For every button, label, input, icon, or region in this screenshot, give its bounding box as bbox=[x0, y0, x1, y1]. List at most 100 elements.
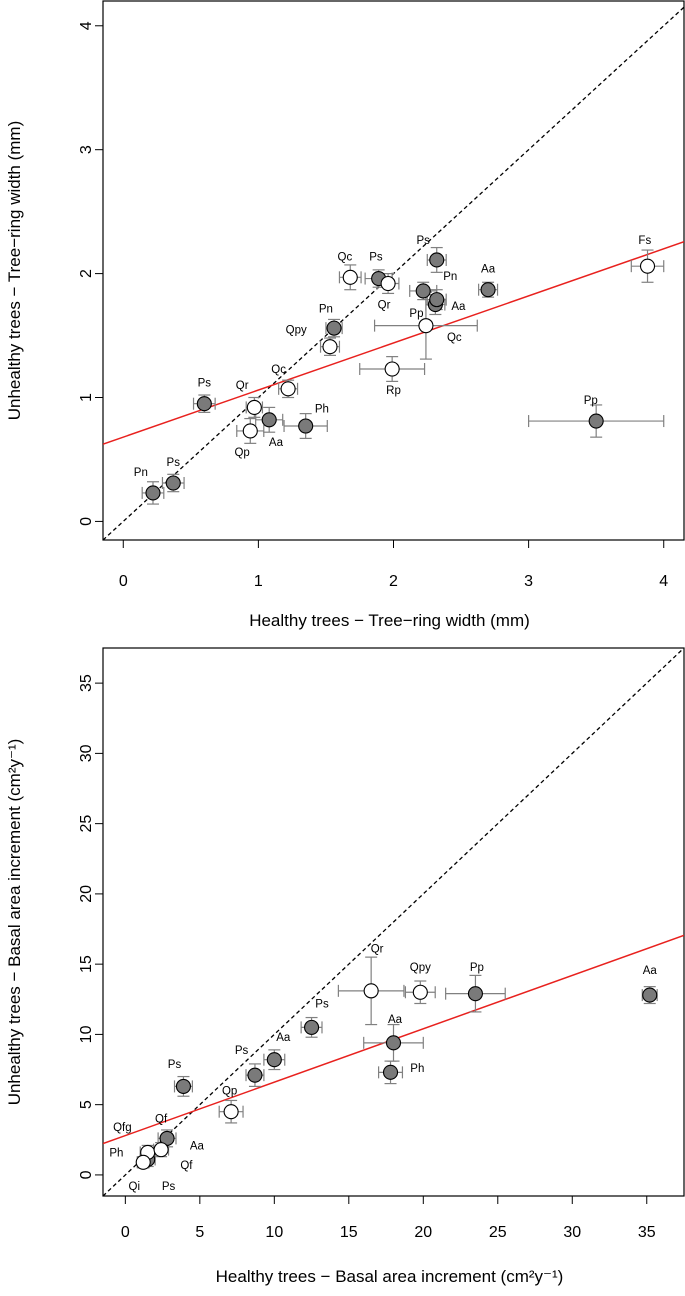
data-point bbox=[418, 318, 434, 334]
point-label: Qpy bbox=[410, 962, 431, 974]
x-tick-label: 35 bbox=[638, 1224, 656, 1241]
point-label: Pp bbox=[409, 308, 423, 320]
x-tick-label: 30 bbox=[563, 1224, 581, 1241]
x-tick-label: 5 bbox=[195, 1224, 204, 1241]
data-point bbox=[380, 275, 396, 292]
point-label: Pn bbox=[319, 303, 333, 315]
data-point bbox=[153, 1142, 169, 1158]
data-point bbox=[298, 418, 314, 434]
data-point bbox=[326, 320, 342, 336]
point-label: Ph bbox=[410, 1063, 424, 1075]
data-point bbox=[412, 984, 428, 1000]
point-label: Pp bbox=[584, 395, 598, 407]
point-label: Qpy bbox=[286, 324, 307, 336]
point-label: Ph bbox=[315, 404, 329, 416]
data-point bbox=[384, 361, 400, 377]
point-label: Ps bbox=[162, 1181, 176, 1193]
y-tick-label: 35 bbox=[78, 674, 95, 692]
data-point bbox=[363, 983, 379, 999]
x-tick-label: 2 bbox=[389, 573, 398, 590]
plot-frame bbox=[102, 0, 685, 541]
x-tick-label: 15 bbox=[340, 1224, 358, 1241]
point-label: Qc bbox=[447, 332, 462, 344]
y-tick-label: 25 bbox=[78, 815, 95, 833]
y-tick-label: 1 bbox=[78, 393, 95, 402]
point-label: Pp bbox=[470, 962, 484, 974]
y-axis-label: Unhealthy trees − Tree−ring width (mm) bbox=[5, 121, 24, 421]
point-label: Qc bbox=[271, 364, 286, 376]
point-label: Ps bbox=[369, 251, 383, 263]
data-point bbox=[588, 413, 604, 429]
point-label: Aa bbox=[451, 301, 466, 313]
point-label: Aa bbox=[190, 1140, 205, 1152]
point-label: Qi bbox=[129, 1181, 141, 1193]
point-label: Aa bbox=[643, 965, 658, 977]
point-label: Ps bbox=[168, 1059, 182, 1071]
plot-frame bbox=[102, 647, 685, 1197]
data-point bbox=[480, 282, 496, 298]
x-tick-label: 4 bbox=[659, 573, 668, 590]
data-point bbox=[322, 339, 338, 355]
y-tick-label: 15 bbox=[78, 955, 95, 973]
x-axis-label: Healthy trees − Tree−ring width (mm) bbox=[249, 611, 530, 630]
data-point bbox=[242, 423, 258, 439]
regression-line bbox=[103, 241, 684, 445]
point-label: Qc bbox=[338, 251, 353, 263]
point-label: Ps bbox=[417, 235, 431, 247]
point-label: Fs bbox=[638, 235, 651, 247]
x-tick-label: 0 bbox=[119, 573, 128, 590]
point-label: Qf bbox=[180, 1160, 193, 1172]
x-tick-label: 20 bbox=[414, 1224, 432, 1241]
x-tick-label: 3 bbox=[524, 573, 533, 590]
data-point bbox=[261, 412, 277, 428]
x-axis-label: Healthy trees − Basal area increment (cm… bbox=[216, 1267, 564, 1286]
y-tick-label: 4 bbox=[78, 21, 95, 30]
point-label: Qf bbox=[155, 1114, 168, 1126]
y-tick-label: 0 bbox=[78, 517, 95, 526]
data-point bbox=[145, 485, 161, 501]
y-tick-label: 20 bbox=[78, 885, 95, 903]
data-point bbox=[266, 1052, 282, 1068]
data-point bbox=[467, 986, 483, 1002]
data-point bbox=[223, 1104, 239, 1120]
point-label: Rp bbox=[386, 385, 401, 397]
y-tick-label: 30 bbox=[78, 744, 95, 762]
point-label: Ps bbox=[235, 1045, 249, 1057]
data-point bbox=[429, 292, 445, 308]
plot-area bbox=[103, 6, 684, 540]
x-tick-label: 10 bbox=[265, 1224, 283, 1241]
y-tick-label: 2 bbox=[78, 269, 95, 278]
data-point bbox=[247, 1067, 263, 1083]
plot-area bbox=[103, 648, 684, 1196]
data-point bbox=[642, 987, 658, 1003]
point-label: Ps bbox=[315, 998, 329, 1010]
point-label: Pn bbox=[443, 271, 457, 283]
point-label: Qp bbox=[234, 447, 249, 459]
data-point bbox=[165, 475, 181, 491]
one-to-one-line bbox=[103, 648, 684, 1196]
data-point bbox=[639, 258, 656, 274]
chart-basal-area-increment: 0 5 10 15 20 25 30 35 0 5 10 15 20 25 30 35 Healthy tree… bbox=[5, 647, 685, 1286]
x-tick-label: 1 bbox=[254, 573, 263, 590]
x-tick-label: 0 bbox=[121, 1224, 130, 1241]
point-label: Aa bbox=[276, 1032, 291, 1044]
data-point bbox=[135, 1154, 151, 1170]
point-label: Pn bbox=[134, 467, 148, 479]
data-point bbox=[429, 252, 445, 268]
data-point bbox=[385, 1035, 402, 1051]
y-tick-label: 0 bbox=[78, 1170, 95, 1179]
data-point bbox=[280, 381, 296, 397]
point-label: Qr bbox=[378, 300, 391, 312]
data-point bbox=[382, 1064, 399, 1080]
point-label: Ps bbox=[167, 457, 181, 469]
x-tick-label: 25 bbox=[489, 1224, 507, 1241]
data-point bbox=[246, 399, 262, 415]
data-point bbox=[175, 1078, 191, 1094]
chart-tree-ring-width: 0 1 2 3 4 0 1 2 3 4 Healthy trees − Tree−ring widt… bbox=[5, 0, 685, 630]
point-label: Aa bbox=[388, 1014, 403, 1026]
y-tick-label: 3 bbox=[78, 145, 95, 154]
point-label: Qp bbox=[222, 1086, 237, 1098]
data-point bbox=[304, 1019, 320, 1035]
